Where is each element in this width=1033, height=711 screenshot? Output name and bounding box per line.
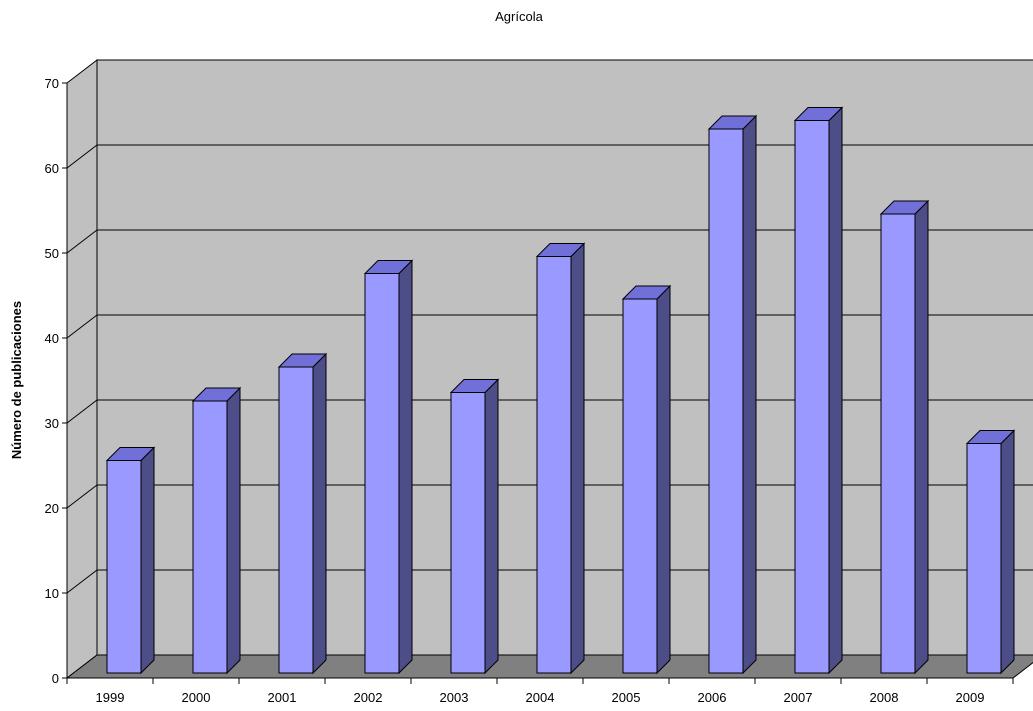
bar-front bbox=[106, 460, 142, 674]
bar-side bbox=[312, 352, 327, 675]
bar-front bbox=[708, 128, 744, 674]
x-tick-label: 2007 bbox=[784, 690, 813, 705]
gridline-side bbox=[66, 314, 98, 339]
bar-front bbox=[622, 298, 658, 674]
bar bbox=[105, 446, 156, 675]
x-tick-label: 2000 bbox=[182, 690, 211, 705]
bar bbox=[449, 378, 500, 675]
bar-side bbox=[226, 386, 241, 675]
gridline-side bbox=[66, 569, 98, 594]
bar bbox=[793, 106, 844, 675]
x-tick-label: 2005 bbox=[612, 690, 641, 705]
y-tick-label: 60 bbox=[45, 161, 59, 176]
bar bbox=[707, 114, 758, 675]
x-tick-label: 2003 bbox=[440, 690, 469, 705]
bar-front bbox=[192, 400, 228, 674]
x-tick-label: 2001 bbox=[268, 690, 297, 705]
bar bbox=[363, 259, 414, 675]
side-wall bbox=[66, 58, 98, 680]
gridline-side bbox=[66, 484, 98, 509]
bar-front bbox=[966, 443, 1002, 674]
x-tick-label: 2009 bbox=[956, 690, 985, 705]
bar-front bbox=[278, 366, 314, 674]
bar bbox=[965, 429, 1016, 675]
bar bbox=[191, 386, 242, 675]
gridline-side bbox=[66, 229, 98, 254]
y-tick-label: 70 bbox=[45, 76, 59, 91]
bar-side bbox=[656, 284, 671, 675]
bar-side bbox=[828, 106, 843, 675]
bar-side bbox=[1000, 429, 1015, 675]
bar-side bbox=[570, 242, 585, 675]
y-tick-label: 0 bbox=[52, 671, 59, 686]
bars bbox=[105, 106, 1016, 675]
x-tick-label: 2002 bbox=[354, 690, 383, 705]
gridline-side bbox=[66, 399, 98, 424]
bar-side bbox=[914, 199, 929, 675]
y-axis-label: Número de publicaciones bbox=[9, 301, 24, 459]
x-tick-label: 2004 bbox=[526, 690, 555, 705]
axes bbox=[62, 82, 1014, 684]
bar bbox=[621, 284, 672, 675]
y-tick-labels: 0 10 20 30 40 50 60 70 bbox=[45, 76, 59, 686]
bar-front bbox=[880, 213, 916, 674]
bar-front bbox=[794, 120, 830, 674]
y-tick-label: 40 bbox=[45, 331, 59, 346]
y-tick-label: 10 bbox=[45, 586, 59, 601]
bar-front bbox=[364, 273, 400, 674]
bar-side bbox=[484, 378, 499, 675]
x-tick-label: 1999 bbox=[96, 690, 125, 705]
bar bbox=[535, 242, 586, 675]
bar bbox=[879, 199, 930, 675]
x-tick-label: 2006 bbox=[698, 690, 727, 705]
bar-front bbox=[450, 392, 486, 674]
x-tick-label: 2008 bbox=[870, 690, 899, 705]
bar-side bbox=[742, 114, 757, 675]
bar-side bbox=[140, 446, 155, 675]
gridline-side bbox=[66, 144, 98, 169]
bar-front bbox=[536, 256, 572, 674]
y-tick-label: 30 bbox=[45, 416, 59, 431]
bar bbox=[277, 352, 328, 675]
bar-side bbox=[398, 259, 413, 675]
chart-title: Agrícola bbox=[495, 9, 543, 24]
x-tick-labels: 1999 2000 2001 2002 2003 2004 2005 2006 2007 2008… bbox=[96, 690, 985, 705]
y-tick-label: 50 bbox=[45, 246, 59, 261]
y-tick-label: 20 bbox=[45, 501, 59, 516]
